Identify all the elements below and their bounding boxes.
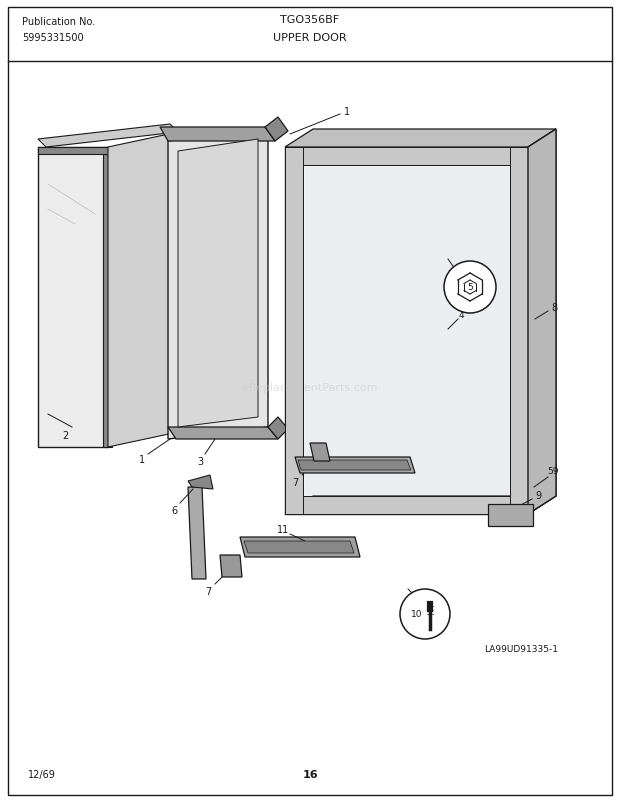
- Polygon shape: [488, 504, 533, 526]
- Polygon shape: [188, 475, 213, 489]
- Text: 8: 8: [551, 303, 557, 312]
- Polygon shape: [38, 148, 108, 447]
- Text: TGO356BF: TGO356BF: [280, 15, 340, 25]
- Polygon shape: [285, 148, 528, 515]
- Polygon shape: [160, 128, 275, 142]
- Text: 7: 7: [205, 586, 211, 597]
- Text: 6: 6: [171, 505, 177, 516]
- Polygon shape: [188, 487, 206, 579]
- Text: 10: 10: [411, 609, 423, 619]
- Polygon shape: [285, 496, 528, 515]
- Text: 1: 1: [139, 454, 145, 464]
- Polygon shape: [265, 118, 288, 142]
- Text: 11: 11: [277, 524, 289, 534]
- Text: 3: 3: [197, 456, 203, 467]
- Text: 59: 59: [547, 467, 559, 476]
- Polygon shape: [268, 418, 288, 439]
- Circle shape: [444, 262, 496, 314]
- Text: 2: 2: [62, 430, 68, 441]
- Polygon shape: [38, 124, 178, 148]
- Text: 5: 5: [467, 283, 473, 292]
- Text: 4: 4: [458, 311, 464, 320]
- Text: LA99UD91335-1: LA99UD91335-1: [484, 645, 558, 654]
- Polygon shape: [285, 148, 303, 515]
- Text: eReplacementParts.com: eReplacementParts.com: [242, 382, 378, 393]
- Circle shape: [400, 589, 450, 639]
- Polygon shape: [108, 132, 178, 447]
- Polygon shape: [285, 496, 556, 515]
- Polygon shape: [295, 458, 415, 474]
- Polygon shape: [510, 148, 528, 515]
- Polygon shape: [285, 148, 528, 165]
- Polygon shape: [244, 541, 354, 553]
- Polygon shape: [168, 128, 268, 439]
- Polygon shape: [528, 130, 556, 515]
- Text: 12/69: 12/69: [28, 769, 56, 779]
- Polygon shape: [298, 460, 411, 471]
- Polygon shape: [178, 140, 258, 427]
- Text: UPPER DOOR: UPPER DOOR: [273, 33, 347, 43]
- Text: 5995331500: 5995331500: [22, 33, 84, 43]
- Polygon shape: [38, 148, 112, 155]
- Polygon shape: [303, 165, 510, 496]
- Polygon shape: [240, 537, 360, 557]
- Text: 16: 16: [302, 769, 318, 779]
- Polygon shape: [528, 130, 556, 515]
- Text: 9: 9: [535, 491, 541, 500]
- Text: Publication No.: Publication No.: [22, 17, 95, 27]
- Polygon shape: [310, 443, 330, 462]
- Text: 7: 7: [292, 478, 298, 487]
- Polygon shape: [285, 130, 556, 148]
- Polygon shape: [305, 168, 508, 495]
- Polygon shape: [168, 427, 278, 439]
- Polygon shape: [103, 148, 112, 447]
- Text: 1: 1: [344, 107, 350, 117]
- Polygon shape: [220, 556, 242, 577]
